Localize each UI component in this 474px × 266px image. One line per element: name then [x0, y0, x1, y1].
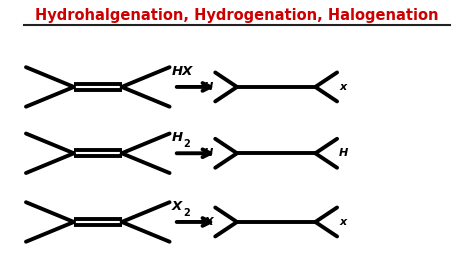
Text: X: X — [204, 217, 213, 227]
Text: H: H — [339, 148, 348, 158]
Text: 2: 2 — [183, 208, 190, 218]
Text: HX: HX — [172, 65, 193, 78]
Text: 2: 2 — [183, 139, 190, 149]
Text: H: H — [204, 148, 213, 158]
Text: X: X — [172, 200, 182, 213]
Text: x: x — [339, 217, 346, 227]
Text: Hydrohalgenation, Hydrogenation, Halogenation: Hydrohalgenation, Hydrogenation, Halogen… — [35, 8, 439, 23]
Text: H: H — [172, 131, 183, 144]
Text: x: x — [339, 82, 346, 92]
Text: H: H — [204, 82, 213, 92]
